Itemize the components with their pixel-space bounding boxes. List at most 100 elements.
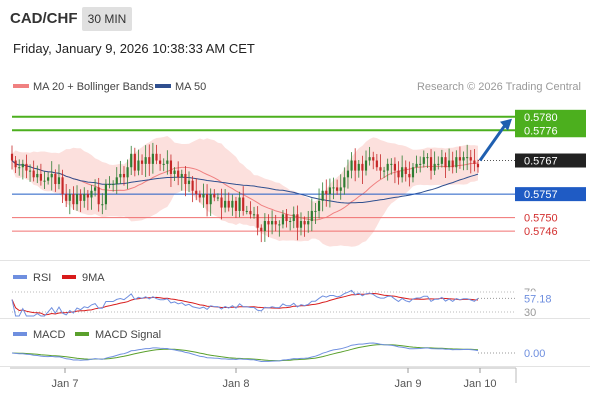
candle-body xyxy=(191,180,194,191)
support-label: 0.5746 xyxy=(524,226,558,238)
bollinger-band xyxy=(12,136,478,247)
legend-swatch-ma50 xyxy=(155,84,171,88)
x-tick-label: Jan 9 xyxy=(395,378,422,390)
candle-body xyxy=(108,184,111,186)
candle-body xyxy=(231,200,234,208)
candle-body xyxy=(148,157,151,164)
candle-body xyxy=(404,167,407,174)
candle-body xyxy=(79,194,82,201)
candle-body xyxy=(159,160,162,164)
candle-body xyxy=(10,153,14,161)
candle-body xyxy=(415,163,418,168)
candle-body xyxy=(173,170,176,174)
candle-body xyxy=(68,194,71,201)
candle-body xyxy=(209,194,212,205)
candle-body xyxy=(444,157,447,168)
candle-body xyxy=(72,194,75,205)
current-price-label: 0.5767 xyxy=(524,156,558,168)
panel-divider xyxy=(0,366,590,367)
candle-body xyxy=(112,184,115,186)
candle-body xyxy=(21,163,24,168)
candle-body xyxy=(133,153,136,171)
candle-body xyxy=(195,190,198,195)
candle-body xyxy=(332,187,335,189)
candle-body xyxy=(379,167,382,171)
credit-label: Research © 2026 Trading Central xyxy=(417,81,581,93)
chart-header: CAD/CHF 30 MIN Friday, January 9, 2026 1… xyxy=(0,0,590,70)
candle-body xyxy=(429,157,433,171)
candle-body xyxy=(328,187,331,195)
rsi-legend-label: RSI xyxy=(33,272,51,284)
candle-body xyxy=(137,160,140,171)
candle-body xyxy=(28,170,32,172)
candle-body xyxy=(202,194,205,198)
candle-body xyxy=(440,157,443,164)
macd-value-label: 0.00 xyxy=(524,348,545,360)
candle-body xyxy=(393,163,396,171)
candle-body xyxy=(104,184,108,205)
candle-body xyxy=(473,160,476,164)
rsi-line xyxy=(11,289,479,317)
candle-body xyxy=(476,163,480,168)
candle-body xyxy=(94,187,97,191)
candle-body xyxy=(14,160,17,168)
x-tick-label: Jan 10 xyxy=(463,378,496,390)
current-price-tag xyxy=(515,153,586,168)
candle-body xyxy=(198,194,201,198)
candle-body xyxy=(115,177,118,185)
panel-divider xyxy=(0,318,590,319)
resistance-label: 0.5776 xyxy=(524,125,558,137)
candle-body xyxy=(390,163,393,165)
candle-body xyxy=(43,180,46,182)
legend-swatch-macd-signal xyxy=(75,332,89,336)
candle-body xyxy=(245,210,248,212)
resistance-tag xyxy=(515,123,586,138)
candle-body xyxy=(466,157,469,159)
candle-body xyxy=(317,200,321,211)
candle-body xyxy=(252,214,256,216)
candle-body xyxy=(289,221,292,223)
candle-body xyxy=(451,160,454,168)
candle-body xyxy=(166,160,169,164)
macd-signal-line xyxy=(11,344,479,362)
candle-body xyxy=(260,227,263,232)
candle-body xyxy=(122,173,126,178)
legend-ma20-label: MA 20 + Bollinger Bands xyxy=(33,81,154,93)
candle-body xyxy=(307,221,310,225)
candle-body xyxy=(169,160,173,174)
candle-body xyxy=(419,163,422,165)
candle-body xyxy=(25,163,28,171)
candle-body xyxy=(339,187,342,191)
candle-body xyxy=(281,214,285,225)
candle-body xyxy=(54,173,57,185)
pivot-label: 0.5757 xyxy=(524,189,558,201)
candle-body xyxy=(469,157,472,161)
symbol-title: CAD/CHF xyxy=(10,10,78,27)
candle-body xyxy=(242,197,245,211)
candle-body xyxy=(364,160,368,171)
candle-body xyxy=(75,194,79,205)
resistance-label: 0.5780 xyxy=(524,112,558,124)
candle-body xyxy=(151,153,154,164)
candle-body xyxy=(18,167,21,169)
candle-body xyxy=(220,197,223,208)
candle-body xyxy=(177,170,180,178)
candle-body xyxy=(238,197,241,211)
candle-body xyxy=(325,190,328,195)
legend-swatch-rsi-ma xyxy=(62,275,76,279)
candle-body xyxy=(361,163,364,171)
candle-body xyxy=(299,221,303,228)
candle-body xyxy=(234,200,238,211)
candle-body xyxy=(227,200,230,208)
candle-body xyxy=(97,187,100,205)
x-tick-label: Jan 8 xyxy=(223,378,250,390)
candle-body xyxy=(448,160,451,168)
resistance-tag xyxy=(515,109,586,124)
candle-body xyxy=(321,190,324,201)
forecast-arrow xyxy=(478,122,508,162)
macd-legend-label: MACD xyxy=(33,329,65,341)
timeframe-button[interactable]: 30 MIN xyxy=(82,7,132,31)
candle-body xyxy=(411,167,415,178)
panel-divider xyxy=(0,260,590,261)
candle-body xyxy=(408,173,411,178)
